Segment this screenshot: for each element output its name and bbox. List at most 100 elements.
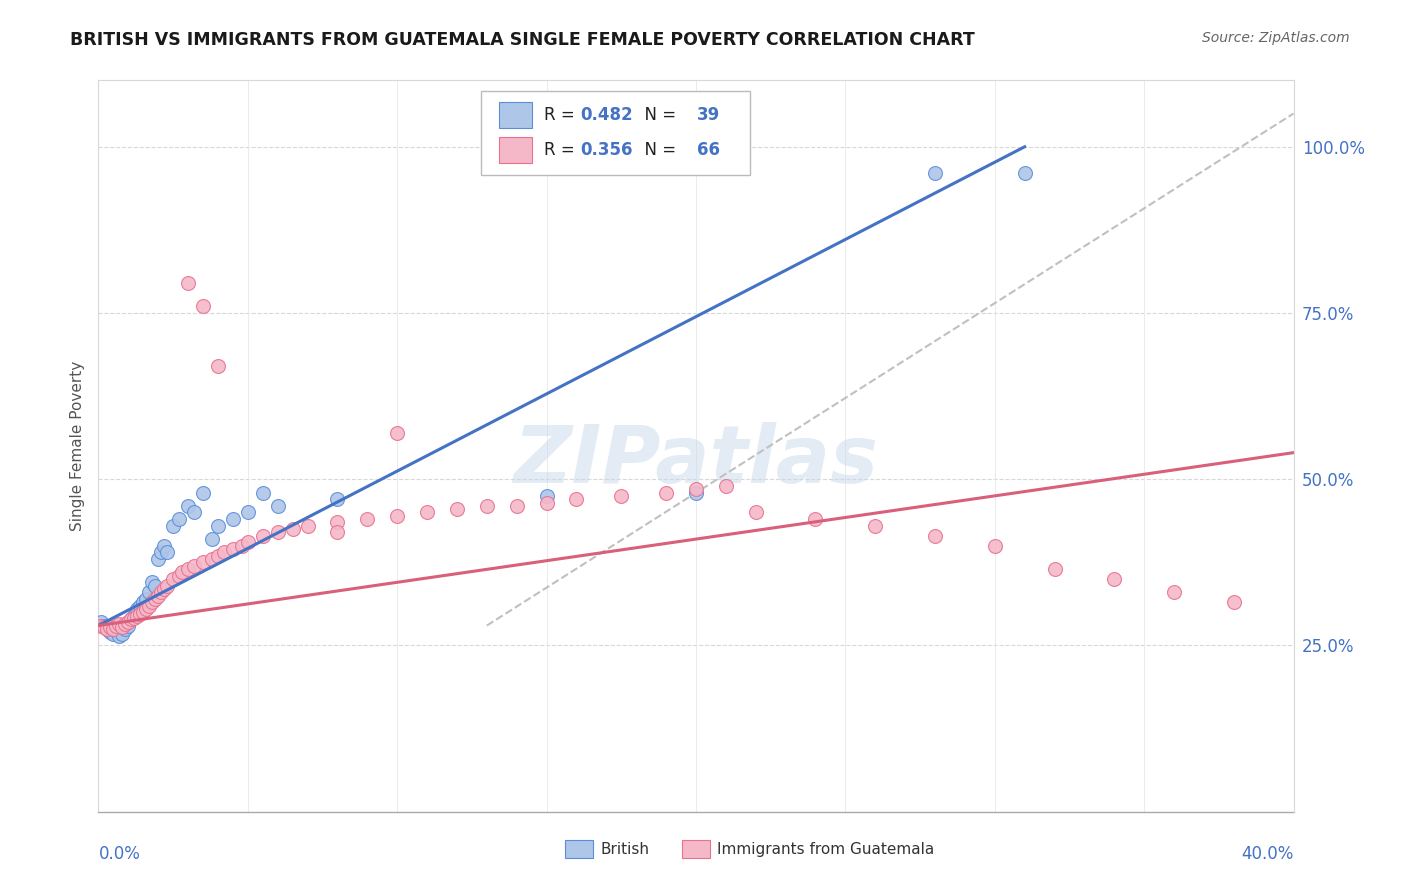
Point: [610, 489, 633, 503]
Point: [120, 612, 142, 626]
Text: 39: 39: [697, 106, 720, 124]
Point: [108, 617, 131, 632]
Point: [565, 492, 588, 507]
FancyBboxPatch shape: [481, 91, 749, 176]
Point: [177, 499, 200, 513]
Point: [96, 622, 118, 636]
Point: [655, 485, 678, 500]
Text: 0.482: 0.482: [581, 106, 633, 124]
Point: [129, 599, 152, 613]
Point: [385, 508, 409, 523]
Point: [153, 582, 176, 596]
Point: [924, 529, 946, 543]
Point: [183, 558, 205, 573]
Y-axis label: Single Female Poverty: Single Female Poverty: [69, 361, 84, 531]
Point: [162, 518, 184, 533]
Point: [231, 539, 253, 553]
Point: [1163, 585, 1185, 599]
Point: [177, 562, 200, 576]
Point: [685, 482, 707, 496]
Text: N =: N =: [634, 142, 681, 160]
Point: [156, 545, 179, 559]
Point: [93, 618, 115, 632]
Point: [127, 608, 149, 623]
Point: [475, 499, 498, 513]
Point: [111, 620, 134, 634]
Point: [984, 539, 1007, 553]
Point: [90, 615, 112, 630]
Point: [172, 566, 194, 580]
Point: [267, 525, 290, 540]
FancyBboxPatch shape: [499, 103, 533, 128]
Point: [96, 622, 118, 636]
Point: [536, 495, 558, 509]
Point: [150, 585, 173, 599]
Point: [90, 618, 112, 632]
Text: R =: R =: [544, 106, 581, 124]
Point: [148, 552, 170, 566]
Point: [281, 522, 304, 536]
Point: [191, 299, 214, 313]
Point: [98, 625, 122, 640]
Point: [297, 518, 319, 533]
Point: [132, 605, 155, 619]
Point: [252, 529, 274, 543]
Text: British: British: [600, 842, 650, 856]
Point: [105, 618, 128, 632]
Point: [93, 620, 115, 634]
Point: [536, 489, 558, 503]
Point: [207, 359, 229, 374]
Point: [120, 612, 142, 626]
Point: [105, 624, 128, 638]
Point: [326, 492, 349, 507]
Point: [103, 622, 125, 636]
Point: [326, 516, 349, 530]
Point: [207, 549, 229, 563]
Point: [135, 591, 157, 606]
Point: [865, 518, 887, 533]
Text: 0.356: 0.356: [581, 142, 633, 160]
Text: R =: R =: [544, 142, 581, 160]
Point: [129, 607, 152, 621]
Text: ZIPatlas: ZIPatlas: [513, 422, 879, 500]
Point: [148, 589, 170, 603]
Text: N =: N =: [634, 106, 681, 124]
Text: BRITISH VS IMMIGRANTS FROM GUATEMALA SINGLE FEMALE POVERTY CORRELATION CHART: BRITISH VS IMMIGRANTS FROM GUATEMALA SIN…: [70, 31, 974, 49]
Point: [385, 425, 409, 440]
Point: [143, 579, 166, 593]
Point: [446, 502, 468, 516]
Point: [117, 615, 139, 630]
Point: [212, 545, 235, 559]
Point: [124, 608, 146, 623]
Point: [141, 595, 163, 609]
Point: [138, 585, 160, 599]
Point: [714, 479, 737, 493]
Point: [1043, 562, 1066, 576]
FancyBboxPatch shape: [499, 137, 533, 163]
Point: [222, 542, 245, 557]
Point: [745, 506, 768, 520]
Point: [1014, 166, 1036, 180]
Point: [167, 512, 190, 526]
Point: [127, 602, 149, 616]
Point: [252, 485, 274, 500]
Point: [124, 610, 146, 624]
Point: [267, 499, 290, 513]
Point: [685, 485, 707, 500]
Point: [135, 602, 157, 616]
Point: [191, 555, 214, 569]
Point: [191, 485, 214, 500]
Point: [201, 552, 224, 566]
Point: [114, 622, 136, 636]
Point: [132, 595, 155, 609]
Point: [117, 618, 139, 632]
Point: [103, 626, 125, 640]
Point: [924, 166, 946, 180]
Point: [138, 599, 160, 613]
Point: [162, 572, 184, 586]
Text: 66: 66: [697, 142, 720, 160]
Point: [141, 575, 163, 590]
Point: [236, 506, 259, 520]
Text: 40.0%: 40.0%: [1241, 845, 1294, 863]
Point: [222, 512, 245, 526]
